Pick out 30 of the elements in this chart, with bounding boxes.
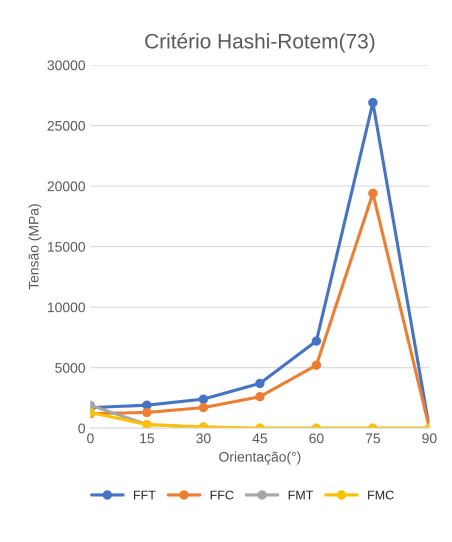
point (312, 360, 322, 370)
chart-title: Critério Hashi-Rotem(73) (145, 33, 374, 53)
y-axis-title: Tensão (MPa) (28, 204, 42, 290)
y-tick-label: 25000 (48, 120, 85, 131)
y-tick-label: 20000 (48, 181, 85, 192)
legend-label: FMT (288, 490, 314, 500)
y-tick-label: 10000 (48, 302, 85, 312)
x-tick-label: 75 (366, 434, 380, 444)
x-axis-title: Orientação(°) (219, 452, 300, 465)
x-tick-label: 60 (309, 433, 324, 444)
legend-label: FFC (210, 490, 234, 500)
point (198, 402, 208, 412)
x-tick-label: 45 (252, 434, 268, 444)
point (255, 378, 265, 388)
legend-label: FMC (368, 490, 394, 500)
point (142, 408, 152, 418)
point (368, 98, 378, 108)
point (368, 188, 378, 198)
x-tick-label: 30 (196, 433, 211, 444)
y-tick-label: 0 (78, 424, 85, 434)
point (255, 392, 265, 402)
x-tick-label: 0 (87, 433, 94, 444)
y-tick-label: 15000 (48, 242, 85, 252)
y-tick-label: 5000 (55, 362, 85, 373)
legend-label: FFT (134, 490, 156, 500)
x-tick-label: 15 (140, 434, 154, 444)
point (198, 394, 208, 404)
x-tick-label: 90 (422, 433, 437, 444)
point (312, 336, 322, 346)
y-tick-label: 30000 (47, 60, 85, 70)
